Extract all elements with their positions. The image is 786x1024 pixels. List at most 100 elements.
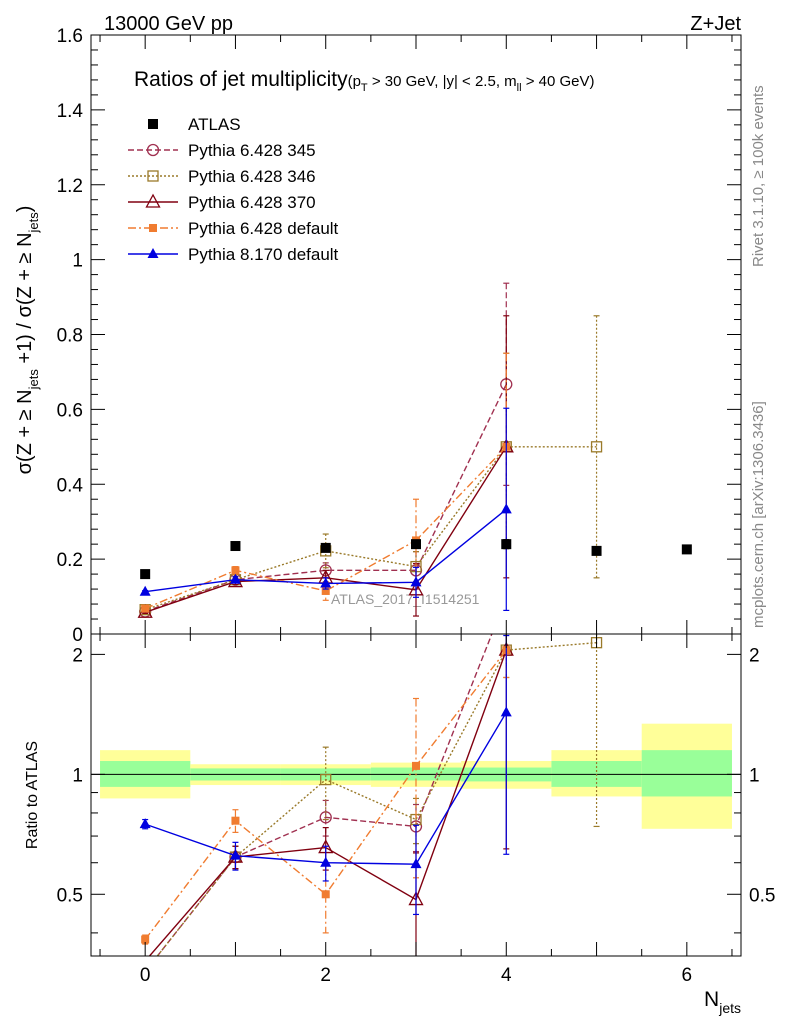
plot-title-cuts-e: > 40 GeV) — [522, 73, 595, 90]
legend-label: Pythia 6.428 346 — [188, 167, 316, 186]
main-data-point — [231, 566, 240, 575]
xlabel-part-a: N — [704, 988, 719, 1011]
main-data-point — [501, 539, 512, 550]
ratio-data-point — [500, 706, 512, 717]
ylabel-part-e: ) — [14, 206, 36, 213]
legend-label: Pythia 8.170 default — [188, 245, 339, 264]
x-tick-label: 4 — [501, 965, 512, 986]
ratio-data-point — [321, 890, 330, 899]
main-panel-series — [137, 282, 692, 618]
main-y-tick-label: 1 — [72, 251, 83, 272]
x-axis-label: Njets — [704, 988, 741, 1016]
main-y-tick-label: 0.6 — [57, 400, 83, 421]
ylabel-part-d: jets — [26, 212, 41, 234]
main-data-point — [500, 503, 512, 514]
main-data-point — [410, 576, 422, 587]
legend-entry-pythia-6-428-default: Pythia 6.428 default — [128, 219, 339, 238]
ylabel-part-b: jets — [26, 369, 41, 391]
legend-marker — [145, 193, 161, 208]
main-y-tick-label: 1.2 — [57, 176, 83, 197]
main-series-line — [144, 446, 597, 611]
ratio-y-tick-label-right: 2 — [749, 645, 760, 666]
main-data-point — [590, 441, 603, 453]
legend-entry-pythia-6-428-345: Pythia 6.428 345 — [128, 141, 316, 160]
ratio-series-pythia-6-428-370 — [148, 634, 514, 956]
ratio-data-point — [141, 935, 150, 944]
main-series-pythia-6-428-370 — [137, 315, 514, 618]
ratio-y-tick-label-right: 0.5 — [749, 885, 775, 906]
legend: ATLAS Pythia 6.428 345 Pythia 6.428 346 Pyt… — [128, 115, 339, 264]
ratio-y-tick-label: 1 — [72, 765, 83, 786]
legend-entry-pythia-8-170-default: Pythia 8.170 default — [128, 245, 339, 264]
main-y-tick-label: 1.4 — [57, 101, 84, 122]
ratio-y-tick-label: 0.5 — [57, 885, 83, 906]
legend-marker — [148, 119, 158, 129]
ratio-data-point — [320, 856, 332, 867]
xlabel-part-b: jets — [718, 1000, 741, 1016]
main-y-tick-label: 1.6 — [57, 26, 83, 47]
axes-frames: 00.20.40.60.811.21.41.60 2 4 60.5 0.51 12 2 — [57, 26, 776, 986]
analysis-watermark: ATLAS_2017_I1514251 — [331, 591, 480, 607]
main-y-tick-label: 0 — [72, 625, 83, 646]
main-data-point — [321, 586, 330, 595]
main-data-point — [320, 542, 331, 553]
plot-title-cuts-d: ll — [517, 82, 522, 94]
legend-entry-pythia-6-428-346: Pythia 6.428 346 — [128, 167, 316, 186]
main-data-point — [411, 539, 421, 550]
ratio-series-pythia-8-170-default — [139, 634, 512, 916]
legend-marker — [147, 170, 159, 182]
legend-marker — [147, 248, 159, 258]
x-tick-label: 0 — [140, 965, 151, 986]
x-tick-label: 2 — [320, 965, 331, 986]
main-data-point — [591, 545, 602, 556]
ratio-y-axis-label: Ratio to ATLAS — [24, 741, 41, 849]
legend-label: Pythia 6.428 345 — [188, 141, 316, 160]
ratio-series-line — [144, 649, 507, 940]
legend-marker — [149, 224, 157, 232]
main-data-point — [320, 577, 332, 588]
legend-entry-atlas: ATLAS — [148, 115, 241, 134]
mcplots-label: mcplots.cern.ch [arXiv:1306.3436] — [750, 401, 767, 628]
main-y-tick-label: 0.2 — [57, 550, 83, 571]
ylabel-part-a: σ(Z + ≥ N — [14, 389, 36, 474]
ratio-data-point — [412, 761, 420, 770]
legend-label: Pythia 6.428 default — [188, 219, 339, 238]
main-y-axis-label: σ(Z + ≥ Njets +1) / σ(Z + ≥ Njets) — [14, 206, 41, 475]
legend-marker — [146, 143, 160, 157]
ratio-series-line — [156, 634, 493, 956]
main-data-point — [229, 573, 241, 584]
legend-entry-pythia-6-428-370: Pythia 6.428 370 — [128, 193, 316, 212]
header-right-label: Z+Jet — [690, 13, 741, 35]
main-series-atlas — [140, 539, 692, 580]
ratio-data-point — [320, 773, 332, 786]
main-series-pythia-8-170-default — [139, 407, 512, 612]
plot-title-cuts-c: > 30 GeV, |y| < 2.5, m — [368, 73, 517, 90]
plot-title: Ratios of jet multiplicity(pT > 30 GeV, … — [134, 68, 595, 94]
ratio-series-line — [156, 641, 597, 956]
header-left-label: 13000 GeV pp — [104, 13, 233, 35]
ratio-series-pythia-6-428-346 — [156, 634, 603, 956]
main-data-point — [681, 544, 692, 555]
ratio-data-point — [410, 858, 422, 869]
ratio-panel-series — [139, 634, 603, 956]
ratio-data-point — [231, 816, 240, 825]
main-data-point — [230, 541, 241, 552]
ratio-y-tick-label: 2 — [72, 645, 83, 666]
main-data-point — [141, 604, 150, 613]
main-data-point — [139, 585, 151, 596]
legend-label: Pythia 6.428 370 — [188, 193, 316, 212]
main-series-pythia-6-428-346 — [139, 315, 603, 616]
legend-label: ATLAS — [188, 115, 241, 134]
main-y-tick-label: 0.4 — [57, 475, 84, 496]
rivet-label: Rivet 3.1.10, ≥ 100k events — [750, 85, 767, 267]
main-data-point — [140, 569, 151, 580]
ratio-y-tick-label-right: 1 — [749, 765, 760, 786]
plot-title-cuts-b: T — [361, 82, 368, 94]
ratio-data-point — [229, 849, 241, 860]
ratio-data-point — [139, 818, 151, 829]
main-y-tick-label: 0.8 — [57, 326, 83, 347]
x-tick-label: 6 — [682, 965, 693, 986]
plot-title-main: Ratios of jet multiplicity — [134, 68, 348, 91]
plot-title-cuts-a: (p — [348, 73, 361, 90]
